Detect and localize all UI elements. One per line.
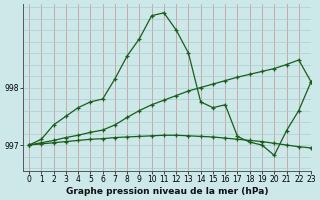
X-axis label: Graphe pression niveau de la mer (hPa): Graphe pression niveau de la mer (hPa) (66, 187, 268, 196)
